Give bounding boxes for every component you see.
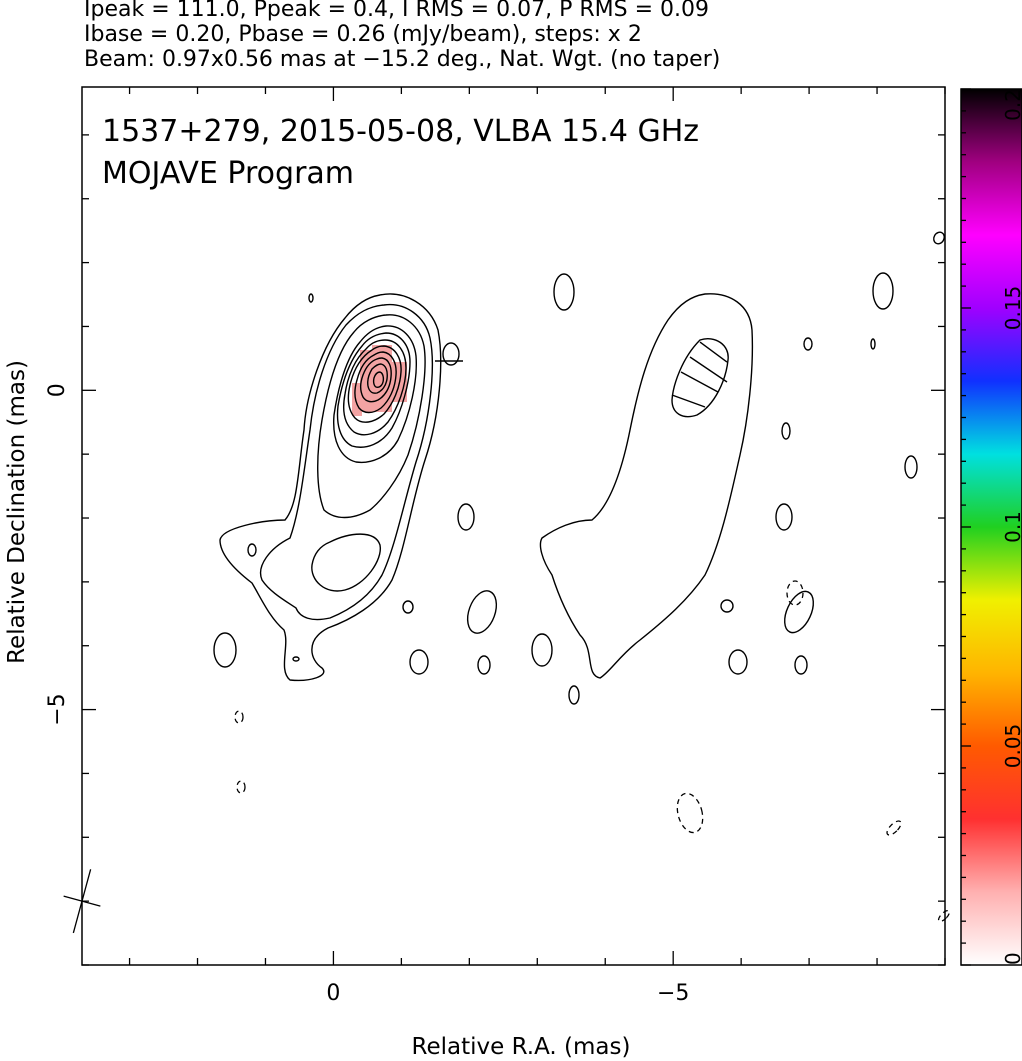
y-tick-label-0: 0 bbox=[45, 383, 70, 397]
axis-ticks bbox=[82, 87, 946, 966]
colorbar-tick-label: 0.1 bbox=[1001, 511, 1022, 543]
y-axis-label: Relative Declination (mas) bbox=[4, 360, 30, 664]
x-axis-label: Relative R.A. (mas) bbox=[412, 1034, 631, 1060]
contours-negative bbox=[234, 580, 951, 923]
colorbar bbox=[960, 88, 1022, 966]
y-tick-label-1: −5 bbox=[45, 693, 70, 725]
contours-left bbox=[213, 231, 945, 705]
colorbar-ticks: 0 0.05 0.1 0.15 0.2 bbox=[961, 88, 1022, 966]
evpa-ticks bbox=[435, 341, 728, 408]
x-tick-label-1: −5 bbox=[657, 981, 689, 1006]
header-line-1: Ipeak = 111.0, Ppeak = 0.4, I RMS = 0.07… bbox=[84, 0, 709, 22]
beam-minor-axis bbox=[63, 895, 101, 907]
chart-title: 1537+279, 2015-05-08, VLBA 15.4 GHz bbox=[102, 114, 699, 149]
plot-frame bbox=[81, 86, 946, 966]
colorbar-tick-label: 0.2 bbox=[1001, 89, 1022, 121]
header-line-3: Beam: 0.97x0.56 mas at −15.2 deg., Nat. … bbox=[84, 47, 721, 72]
chart-subtitle: MOJAVE Program bbox=[102, 156, 354, 191]
colorbar-tick-label: 0.15 bbox=[1001, 286, 1022, 331]
colorbar-tick-label: 0.05 bbox=[1001, 724, 1022, 769]
x-tick-label-0: 0 bbox=[326, 981, 340, 1006]
header-line-2: Ibase = 0.20, Pbase = 0.26 (mJy/beam), s… bbox=[84, 22, 642, 47]
beam-cross bbox=[63, 869, 101, 934]
colorbar-tick-label: 0 bbox=[1001, 952, 1022, 965]
